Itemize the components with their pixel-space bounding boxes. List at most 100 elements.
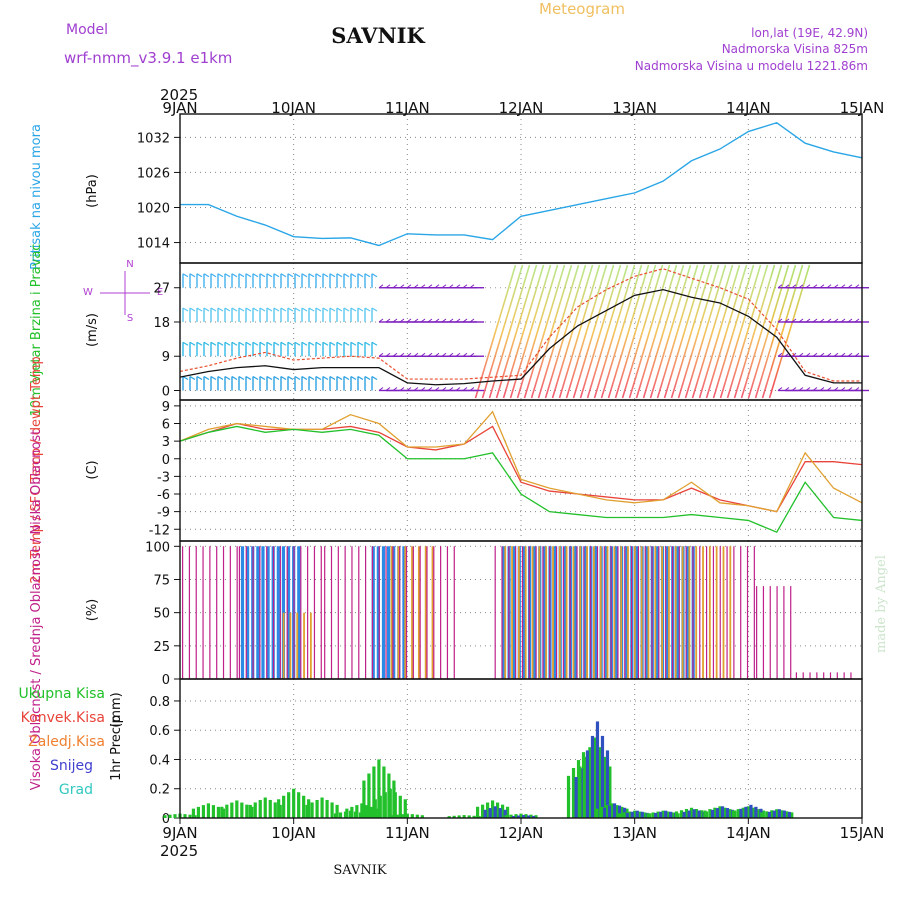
wind-hatch [523,264,566,399]
rain-bar [163,815,167,818]
compass-e-label: E [157,287,163,298]
wind-barb-flag [784,284,790,289]
rain-bar [605,805,609,818]
wind-barb-flag [210,341,217,346]
wind-barb-flag [854,284,860,289]
wind-hatch [726,264,769,399]
wind-barb-flag [833,352,839,357]
wind-barb-flag [812,387,818,391]
wind-barb-flag [798,352,804,357]
day-label-bottom: 13JAN [612,824,657,842]
compass-n-label: N [126,259,133,270]
snow-bar [527,815,531,818]
wind-barb-flag [301,273,308,278]
snow-bar [715,808,720,818]
pressure-unit: (hPa) [85,174,100,208]
wind-hatch [607,264,650,399]
wind-barb-flag [280,341,287,346]
day-label-top: 15JAN [840,99,885,117]
precip-legend-item: Snijeg [50,758,93,774]
coords-text: lon,lat (19E, 42.9N) [751,26,868,40]
wind-hatch [488,264,531,399]
rain-bar [770,810,774,818]
wind-barb-flag [812,318,818,323]
rain-bar [666,811,670,818]
snow-bar [682,811,686,818]
rain-bar [495,802,500,818]
snow-bar [488,808,492,818]
snow-bar [600,735,605,818]
rain-bar [504,815,508,818]
y-tick-label: 0 [162,384,170,399]
rain-bar [566,775,571,818]
wind-barb-flag [427,284,433,289]
rain-bar [708,809,712,818]
model-name: wrf-nmm_v3.9.1 e1km [64,49,232,68]
wind-barb-flag [840,352,846,357]
wind-barb-flag [189,307,196,312]
wind-barb-flag [413,318,419,323]
snow-bar [772,810,776,818]
wind-barb-flag [805,352,811,357]
rain-bar [736,809,740,818]
rain-bar [310,802,314,818]
wind-barb-flag [448,318,454,323]
wind-barb-flag [784,387,790,391]
wind-hatch [663,264,706,399]
wind-barb-flag [847,318,853,323]
rain-bar [505,806,510,818]
rain-bar [447,816,451,818]
snow-bar [777,809,781,818]
wind-barb-flag [847,387,853,391]
wind-barb-flag [259,273,266,278]
wind-barb-flag [371,375,378,381]
rain-bar [173,814,177,818]
rain-bar [188,814,192,818]
rain-bar [225,804,229,818]
wind-barb-flag [245,307,252,312]
wind-barb-flag [441,387,447,391]
wind-barb-flag [245,375,252,381]
wind-barb-flag [448,387,454,391]
wind-barb-flag [826,318,832,323]
rain-bar [760,812,764,818]
rain-bar [713,807,717,818]
wind-barb-flag [350,375,357,381]
rain-bar [405,813,409,818]
wind-barb-flag [420,387,426,391]
wind-barb-flag [210,375,217,381]
rain-bar [315,799,319,818]
wind-barb-flag [455,318,461,323]
wind-barb-flag [791,387,797,391]
wind-barb-flag [833,284,839,289]
wind-barb-flag [322,273,329,278]
wind-hatch-region [475,263,772,400]
wind-hatch [733,264,776,399]
rain-bar [462,815,466,818]
wind-barb-flag [329,273,336,278]
wind-barb-flag [287,341,294,346]
rain-bar [689,807,694,818]
wind-barb-flag [434,352,440,357]
rain-bar [410,814,414,818]
compass-w-label: W [83,287,93,298]
wind-barb-flag [406,318,412,323]
rain-bar [467,815,471,818]
snow-bar [687,810,691,818]
wind-barb-flag [238,341,245,346]
snow-bar [612,803,617,818]
y-tick-label: 27 [153,282,170,297]
wind-barb-flag [273,341,280,346]
panel-frame-0 [179,113,863,264]
wind-barb-flag [357,375,364,381]
rain-bar [718,806,722,818]
rain-bar [320,797,324,818]
wind-barb-flag [224,375,231,381]
day-label-top: 10JAN [271,99,316,117]
rain-bar [651,812,655,818]
wind-barb-flag [854,387,860,391]
snow-bar [692,809,696,818]
wind-barb-flag [462,318,468,323]
wind-barb-flag [336,307,343,312]
wind-barb-flag [826,352,832,357]
